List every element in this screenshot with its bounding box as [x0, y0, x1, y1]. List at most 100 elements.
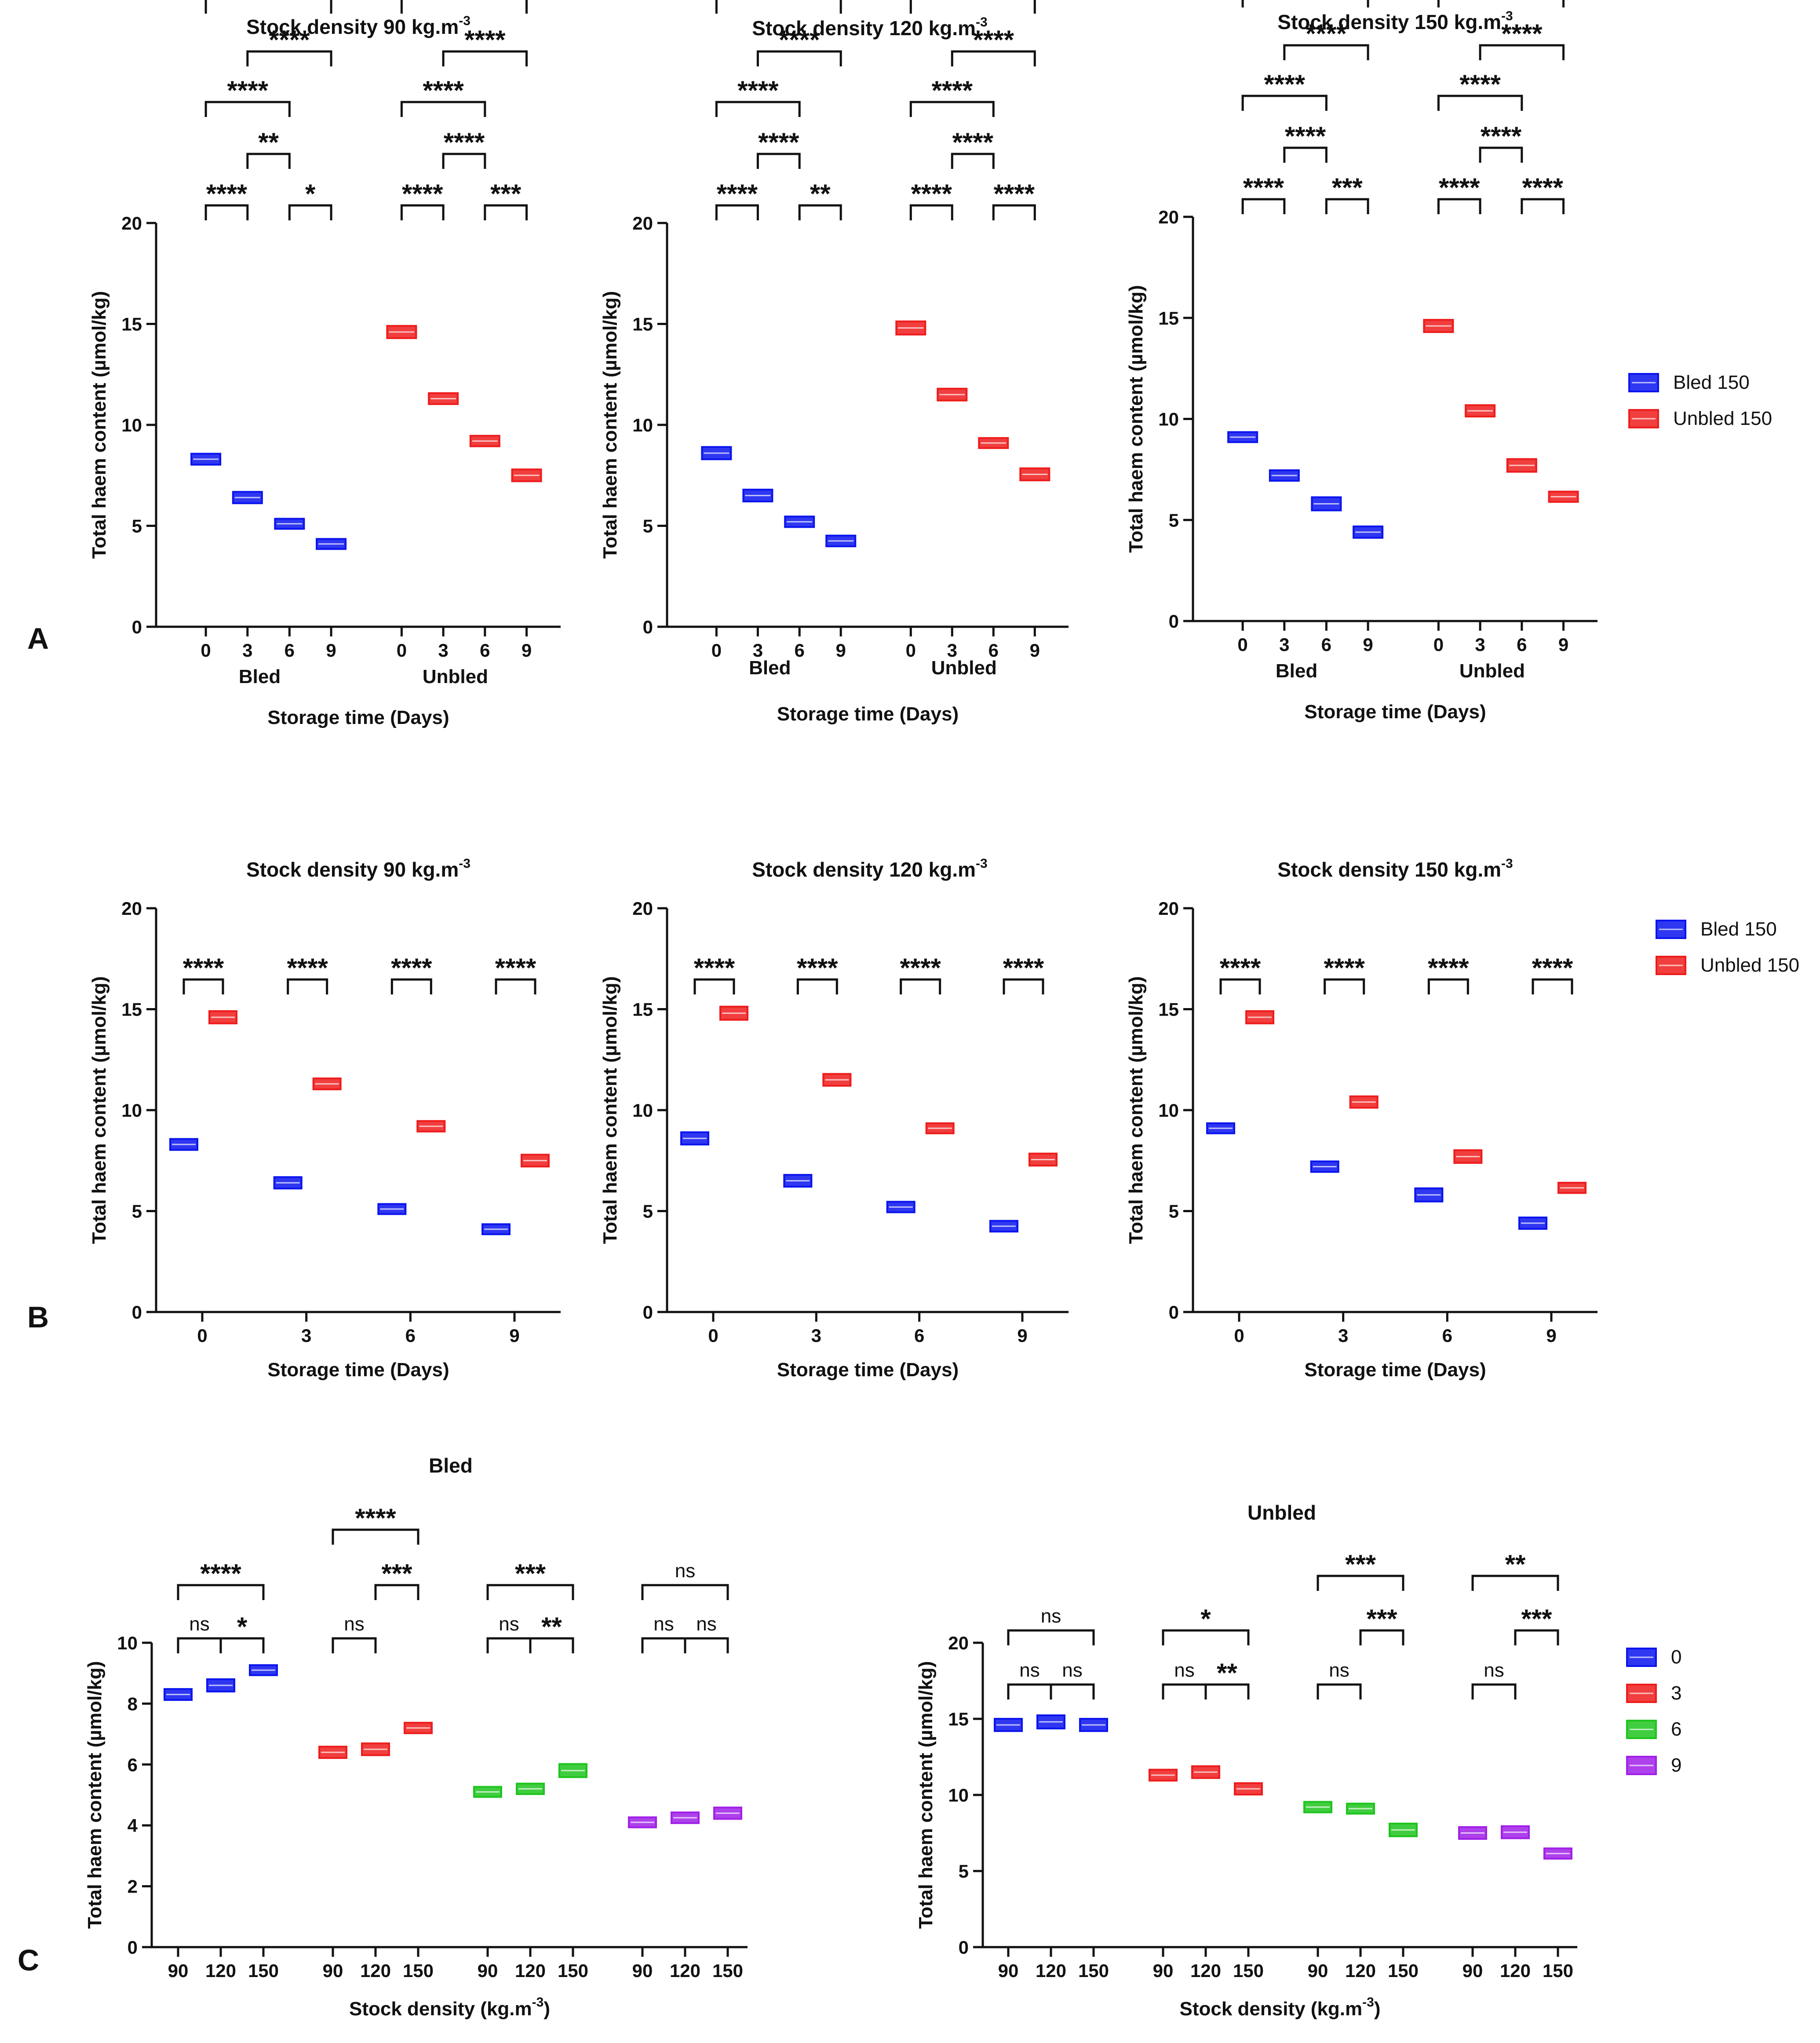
x-tick-label: 9 — [522, 640, 532, 661]
sig-bracket — [1359, 1629, 1404, 1645]
sig-bracket-label: **** — [183, 953, 224, 983]
y-tick-label: 5 — [132, 1201, 142, 1222]
sig-bracket — [1007, 1683, 1052, 1699]
sig-bracket — [951, 50, 1036, 66]
sig-bracket-label: ns — [1041, 1605, 1061, 1627]
x-tick-label: 120 — [1036, 1960, 1066, 1981]
x-axis-label: Storage time (Days) — [1304, 701, 1486, 723]
sig-bracket — [400, 204, 445, 220]
y-tick-label: 0 — [128, 1937, 138, 1958]
x-tick-label: 0 — [708, 1325, 718, 1346]
sig-bracket — [1514, 1629, 1559, 1645]
sig-bracket-label: **** — [900, 953, 941, 983]
sig-bracket-label: *** — [490, 179, 522, 208]
y-tick-label: 10 — [121, 415, 142, 435]
y-tick-label: 5 — [132, 516, 142, 537]
sig-bracket-label: **** — [797, 953, 838, 983]
x-tick-label: 6 — [284, 640, 295, 661]
sig-bracket — [486, 1637, 532, 1653]
sig-bracket — [400, 0, 528, 14]
sig-bracket — [798, 204, 842, 220]
sig-bracket-label: **** — [952, 0, 994, 2]
x-tick-label: 150 — [712, 1960, 743, 1981]
sig-bracket — [1204, 1683, 1250, 1699]
sig-bracket — [909, 0, 1036, 14]
sig-bracket — [204, 0, 332, 14]
panel-label-b: B — [27, 1301, 49, 1334]
sig-bracket — [442, 50, 528, 66]
legend-label: 0 — [1671, 1646, 1681, 1668]
sig-bracket-label: **** — [423, 76, 464, 105]
x-tick-label: 0 — [201, 640, 211, 661]
sig-bracket — [529, 1637, 574, 1653]
sig-bracket — [1479, 44, 1565, 60]
sig-bracket — [796, 978, 838, 994]
x-tick-label: 3 — [301, 1325, 311, 1346]
x-tick-label: 9 — [326, 640, 336, 661]
sig-bracket-label: **** — [1306, 19, 1347, 48]
x-tick-label: 120 — [670, 1960, 700, 1981]
y-tick-label: 0 — [643, 1302, 653, 1323]
sig-bracket — [715, 204, 759, 220]
y-tick-label: 15 — [948, 1709, 969, 1729]
y-axis-label: Total haem content (µmol/kg) — [84, 1661, 106, 1929]
sig-bracket — [288, 204, 332, 220]
sig-bracket-label: **** — [994, 179, 1035, 208]
sig-bracket — [693, 978, 735, 994]
x-tick-label: 150 — [558, 1960, 588, 1981]
y-tick-label: 10 — [632, 415, 653, 435]
group-label: Unbled — [1459, 660, 1525, 682]
sig-bracket — [1521, 198, 1565, 214]
sig-bracket-label: **** — [402, 179, 443, 208]
sig-bracket — [900, 978, 941, 994]
x-axis-label: Storage time (Days) — [777, 703, 959, 725]
x-tick-label: 3 — [1279, 634, 1289, 655]
x-tick-label: 120 — [515, 1960, 546, 1981]
sig-bracket — [374, 1584, 419, 1600]
sig-bracket-label: ns — [1174, 1659, 1194, 1681]
y-tick-label: 4 — [128, 1815, 138, 1836]
sig-bracket-label: ** — [810, 179, 831, 208]
x-tick-label: 9 — [1030, 640, 1040, 661]
x-tick-label: 6 — [914, 1325, 924, 1346]
y-tick-label: 0 — [132, 1302, 142, 1323]
sig-bracket — [641, 1584, 729, 1600]
sig-bracket — [400, 101, 486, 117]
sig-bracket-label: **** — [1285, 121, 1326, 151]
x-tick-label: 6 — [795, 640, 805, 661]
chart-B2: 0 5 10 15 20 Total haem content (µmol/kg) 0 ***… — [599, 898, 1069, 1381]
sig-bracket — [1437, 198, 1481, 214]
legend-label: 9 — [1671, 1754, 1681, 1776]
sig-bracket-label: **** — [1428, 953, 1469, 983]
sig-bracket-label: **** — [1481, 121, 1522, 151]
x-tick-label: 6 — [480, 640, 490, 661]
sig-bracket-label: ns — [696, 1613, 716, 1635]
x-axis-label: Storage time (Days) — [267, 707, 449, 728]
sig-bracket-label: **** — [495, 953, 536, 983]
sig-bracket — [756, 50, 842, 66]
sig-bracket-label: **** — [1522, 173, 1563, 202]
x-tick-label: 0 — [1234, 1325, 1244, 1346]
chart-B3: 0 5 10 15 20 Total haem content (µmol/kg) 0 ***… — [1125, 898, 1598, 1381]
sig-bracket — [1219, 978, 1261, 994]
x-tick-label: 9 — [509, 1325, 519, 1346]
sig-bracket-label: ns — [653, 1613, 674, 1635]
x-tick-label: 150 — [1233, 1960, 1264, 1981]
y-tick-label: 0 — [1169, 1302, 1179, 1323]
sig-bracket-label: **** — [737, 76, 779, 105]
group-label: Bled — [749, 657, 791, 679]
sig-bracket-label: **** — [444, 0, 485, 2]
sig-bracket-label: **** — [694, 953, 735, 983]
sig-bracket — [204, 101, 291, 117]
x-tick-label: 6 — [1442, 1325, 1452, 1346]
sig-bracket — [909, 101, 995, 117]
sig-bracket-label: **** — [287, 953, 328, 983]
sig-bracket — [1162, 1683, 1207, 1699]
y-tick-label: 20 — [1158, 207, 1179, 227]
sig-bracket — [486, 1584, 574, 1600]
sig-bracket — [1283, 44, 1369, 60]
x-tick-label: 120 — [205, 1960, 236, 1981]
x-tick-label: 9 — [1546, 1325, 1556, 1346]
sig-bracket — [1162, 1629, 1250, 1645]
legend-label: Unbled 150 — [1673, 408, 1772, 429]
